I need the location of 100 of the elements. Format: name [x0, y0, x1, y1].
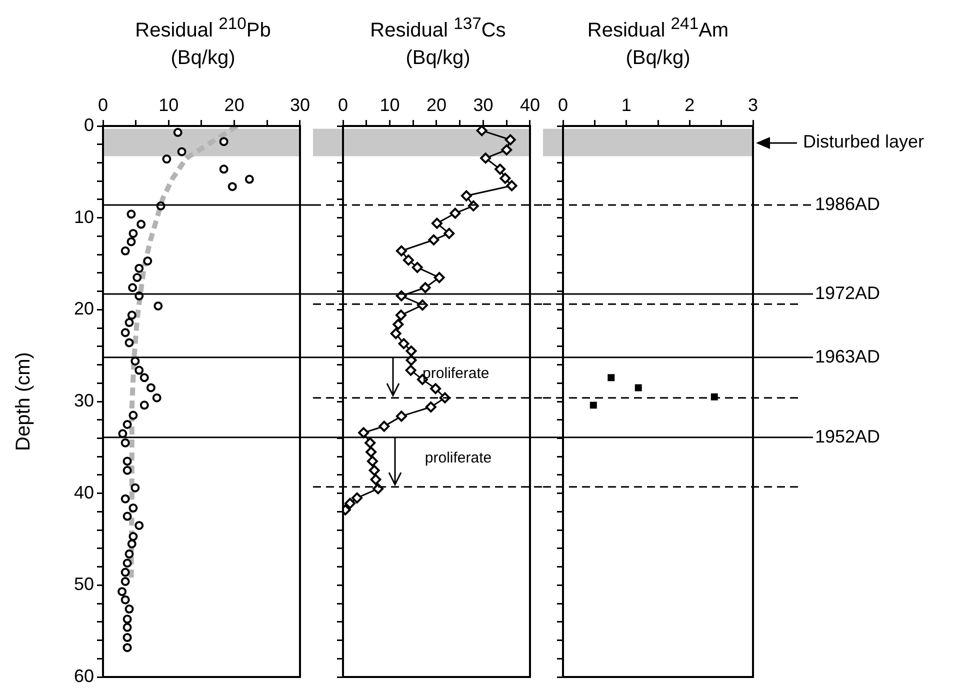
point [434, 272, 445, 284]
point [352, 492, 363, 504]
point [122, 558, 132, 568]
point [154, 301, 163, 310]
point [122, 512, 132, 521]
point [344, 498, 356, 509]
point [444, 228, 455, 239]
ref-line-label: 1963AD [815, 346, 880, 366]
point [494, 164, 506, 175]
point [634, 384, 642, 392]
point [366, 456, 378, 467]
y-tick-label: 20 [74, 298, 94, 319]
point [120, 438, 130, 448]
point [126, 237, 136, 246]
point [390, 328, 402, 340]
point [134, 366, 144, 375]
y-tick-label: 50 [74, 574, 94, 594]
point [368, 464, 380, 476]
point [500, 172, 511, 184]
point [177, 147, 186, 156]
point [120, 494, 130, 504]
point [124, 549, 134, 558]
x-tick-label: 40 [520, 95, 540, 116]
chart-title: Residual $^{241}$Am [586, 13, 730, 44]
x-tick-label: 10 [158, 95, 179, 116]
y-tick-label: 0 [84, 114, 94, 135]
point [506, 180, 518, 192]
point [132, 273, 142, 282]
point [122, 622, 132, 632]
x-tick-label: 3 [748, 95, 758, 116]
point [364, 437, 376, 448]
point [378, 420, 390, 432]
point [608, 374, 615, 382]
point [127, 539, 136, 548]
x-tick-label: 20 [426, 95, 447, 116]
band-label: Disturbed layer [803, 132, 924, 152]
point [366, 446, 377, 458]
point [219, 164, 228, 174]
point [122, 643, 132, 652]
point [402, 254, 414, 266]
point [504, 134, 516, 146]
x-tick-label: 1 [621, 95, 632, 116]
y-axis-title: Depth (cm) [12, 352, 35, 451]
point [122, 420, 132, 429]
point [370, 474, 382, 486]
point [162, 154, 172, 164]
point [140, 373, 149, 382]
chart-title: Residual $^{210}$Pb [134, 13, 272, 44]
point [128, 532, 138, 541]
point [128, 504, 138, 513]
x-axis-title: (Bq/kg) [624, 46, 692, 71]
x-tick-label: 0 [558, 95, 568, 116]
x-tick-label: 10 [380, 95, 400, 116]
point [134, 264, 144, 273]
point [118, 429, 128, 438]
point [124, 338, 134, 348]
point [460, 190, 472, 202]
point [420, 282, 431, 294]
point [412, 262, 423, 273]
point [480, 152, 492, 164]
point [396, 245, 407, 256]
point [124, 318, 134, 328]
x-tick-label: 30 [473, 95, 494, 116]
y-tick-label: 40 [74, 482, 94, 502]
point [431, 218, 442, 229]
point [120, 246, 130, 256]
y-tick-label: 10 [74, 206, 94, 227]
point [120, 568, 130, 577]
x-axis-title: (Bq/kg) [170, 46, 236, 71]
point [122, 614, 132, 624]
point [152, 393, 162, 402]
point [392, 318, 404, 330]
point [228, 182, 237, 192]
point [372, 483, 384, 494]
point [358, 427, 370, 438]
point [405, 364, 416, 376]
y-tick-label: 60 [74, 666, 94, 686]
chart-title: Residual $^{137}$Cs [369, 13, 507, 44]
point [136, 220, 146, 229]
x-tick-label: 0 [98, 95, 108, 116]
point [126, 210, 136, 219]
y-tick-label: 30 [74, 390, 94, 410]
annotation: proliferate [424, 449, 492, 466]
point [430, 383, 442, 394]
point [146, 383, 156, 392]
point [173, 128, 182, 137]
x-tick-label: 20 [224, 95, 244, 116]
point [140, 400, 149, 410]
point [244, 174, 254, 184]
point [396, 410, 407, 422]
point [120, 328, 130, 338]
point [501, 144, 512, 156]
point [476, 126, 488, 136]
point [130, 483, 140, 492]
x-tick-label: 0 [338, 95, 348, 116]
point [120, 576, 130, 586]
point [425, 402, 436, 413]
ref-line-label: 1972AD [815, 283, 880, 304]
ref-line-label: 1952AD [815, 426, 880, 446]
point [124, 604, 134, 614]
